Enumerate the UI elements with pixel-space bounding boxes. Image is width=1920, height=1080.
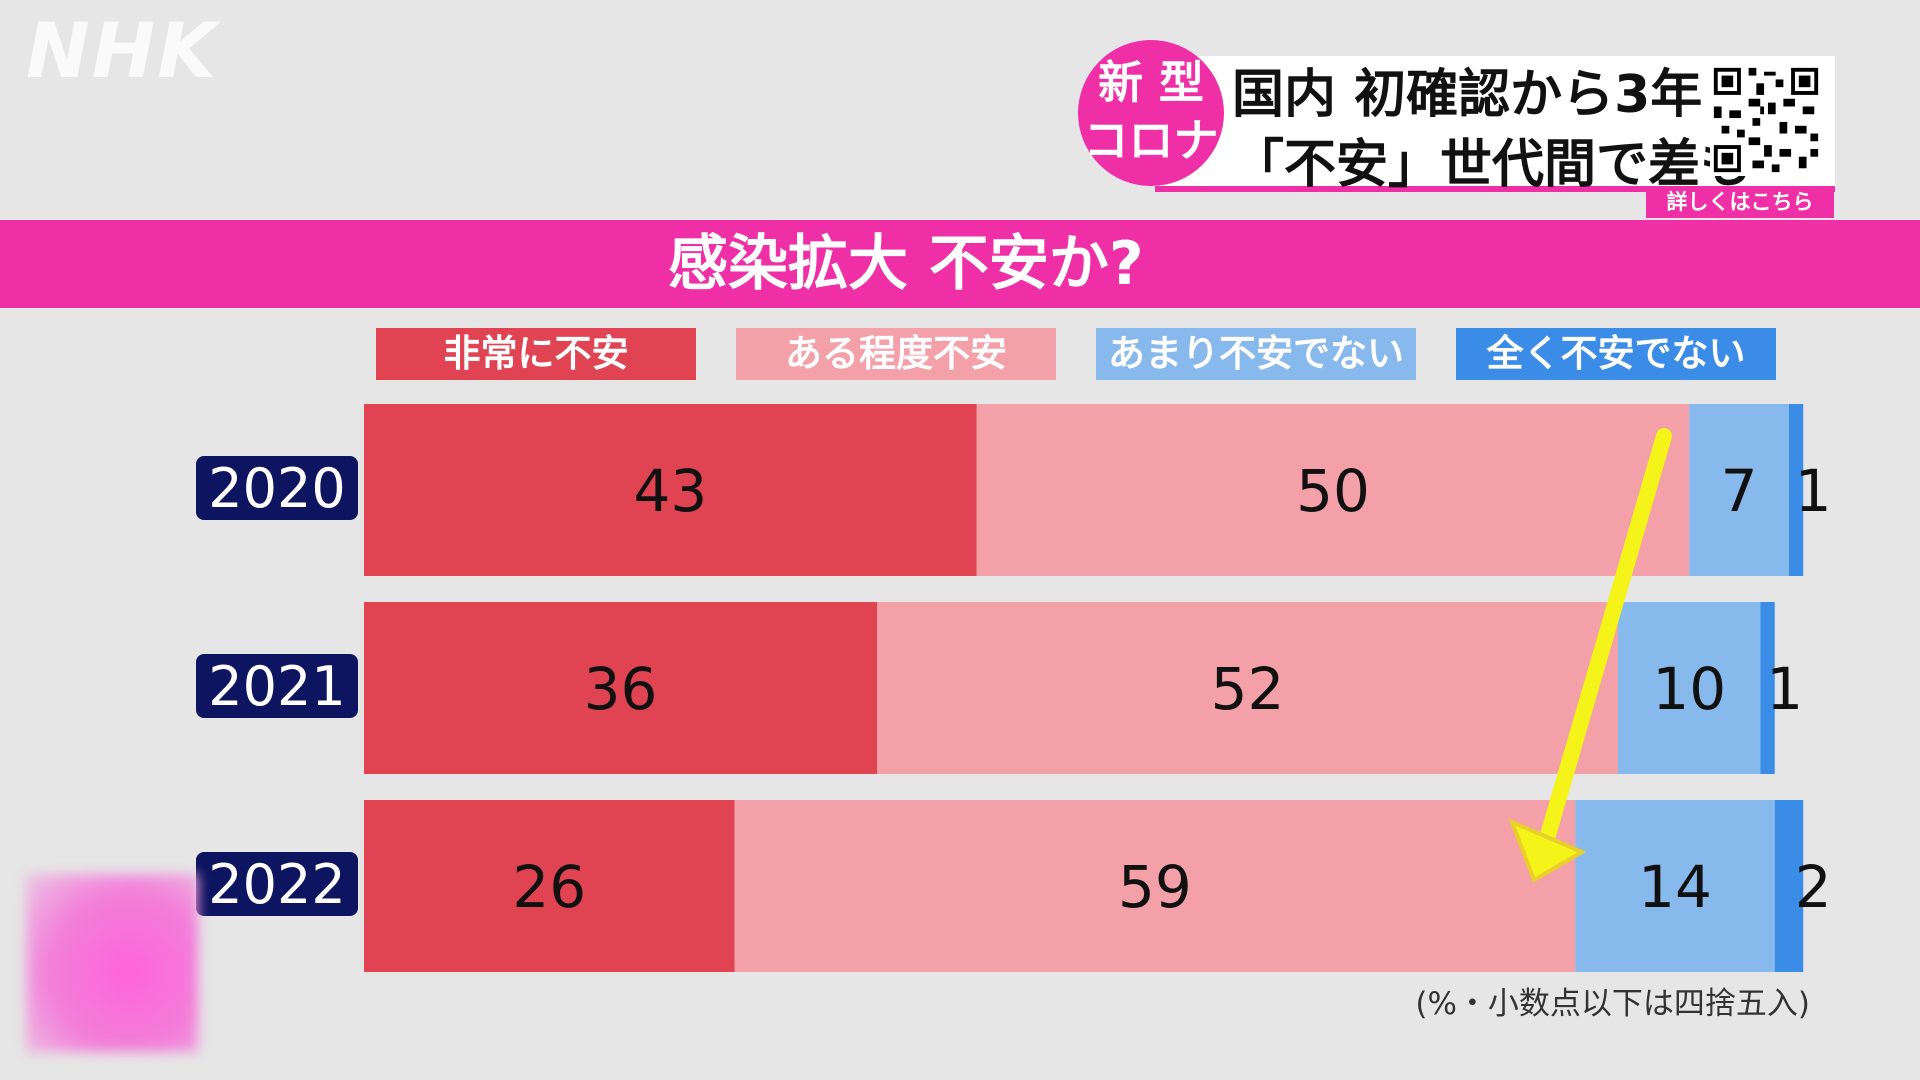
data-label: 50 — [1296, 457, 1370, 525]
bar-segment — [1575, 800, 1775, 972]
chart-title: 感染拡大 不安か? — [0, 220, 1920, 308]
badge-line2: コロナ — [1083, 114, 1219, 167]
bar-segment — [1774, 800, 1804, 972]
data-label: 26 — [512, 853, 586, 921]
data-label: 10 — [1652, 655, 1726, 723]
blurred-picture-in-picture — [26, 874, 198, 1052]
legend-item: 非常に不安 — [376, 328, 696, 380]
year-label-box — [196, 654, 358, 718]
year-label-box — [196, 852, 358, 916]
year-label-box — [196, 456, 358, 520]
bar-segment — [364, 404, 977, 576]
qr-code-icon[interactable] — [1710, 64, 1822, 176]
badge-line1: 新 型 — [1098, 56, 1204, 109]
legend-item: あまり不安でない — [1096, 328, 1416, 380]
bar-segment — [734, 800, 1576, 972]
down-arrow-icon — [1508, 428, 1672, 883]
data-label: 59 — [1118, 853, 1192, 921]
data-label: 52 — [1211, 655, 1285, 723]
data-label: 43 — [633, 457, 707, 525]
qr-details-label[interactable]: 詳しくはこちら — [1646, 186, 1834, 218]
data-label: 1 — [1766, 655, 1803, 723]
topic-badge: 新 型 コロナ — [1078, 40, 1224, 186]
news-caption-underline — [1155, 186, 1835, 192]
legend-item: ある程度不安 — [736, 328, 1056, 380]
year-label: 2022 — [208, 853, 345, 916]
bar-segment — [877, 602, 1618, 774]
year-label: 2021 — [208, 655, 345, 718]
headline-line1: 国内 初確認から3年 — [1232, 65, 1703, 125]
data-label: 7 — [1721, 457, 1758, 525]
bar-segment — [976, 404, 1690, 576]
nhk-logo: NHK — [26, 6, 219, 95]
bar-segment — [1789, 404, 1804, 576]
data-label: 36 — [584, 655, 658, 723]
data-label: 1 — [1795, 457, 1832, 525]
year-label: 2020 — [208, 457, 345, 520]
headline-line2: 「不安」世代間で差も — [1232, 135, 1753, 195]
footnote: (%・小数点以下は四捨五入) — [1415, 986, 1810, 1022]
bar-segment — [364, 800, 735, 972]
bar-segment — [1618, 602, 1761, 774]
legend-item: 全く不安でない — [1456, 328, 1776, 380]
news-headline: 国内 初確認から3年 「不安」世代間で差も — [1232, 60, 1752, 200]
bar-segment — [1689, 404, 1789, 576]
bar-segment — [1760, 602, 1775, 774]
data-label: 14 — [1638, 853, 1712, 921]
data-label: 2 — [1795, 853, 1832, 921]
bar-segment — [364, 602, 877, 774]
